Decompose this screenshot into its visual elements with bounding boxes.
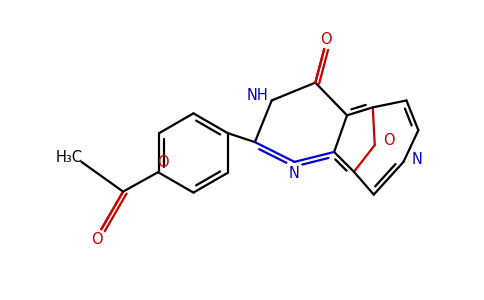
Text: NH: NH: [247, 88, 269, 103]
Text: O: O: [91, 232, 103, 247]
Text: H₃C: H₃C: [56, 150, 83, 165]
Text: O: O: [383, 133, 394, 148]
Text: N: N: [289, 166, 300, 181]
Text: N: N: [412, 152, 423, 167]
Text: O: O: [320, 32, 332, 46]
Text: O: O: [157, 155, 168, 170]
